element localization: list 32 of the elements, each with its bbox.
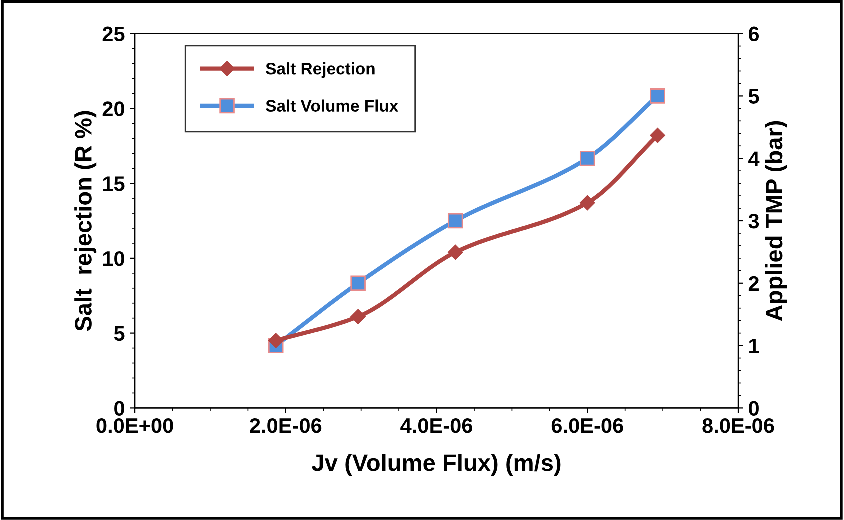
y2-tick-label: 0	[749, 401, 759, 416]
point	[580, 150, 596, 166]
y2-tick-label: 2	[748, 276, 759, 291]
y-tick-label: 15	[103, 176, 125, 192]
legend-label: Salt Rejection	[266, 62, 375, 78]
y-tick-label: 25	[102, 26, 125, 42]
point	[650, 128, 666, 144]
point	[350, 276, 366, 292]
x-tick-label: 4.0E-06	[400, 418, 473, 434]
x-tick-label: 6.0E-06	[552, 418, 624, 434]
y-tick-label: 10	[103, 251, 124, 266]
x-tick-label: 0.0E+00	[96, 418, 174, 434]
x-tick-label: 8.0E-06	[702, 418, 774, 434]
y-tick-label: 20	[102, 102, 124, 116]
point	[448, 244, 464, 260]
y2-tick-label: 5	[748, 89, 760, 104]
point	[350, 309, 366, 324]
y2-tick-label: 1	[750, 339, 760, 354]
y-axis-title: Salt rejection (R %)	[74, 111, 97, 332]
y2-tick-label: 4	[748, 152, 760, 166]
point	[268, 333, 284, 348]
y2-tick-label: 3	[748, 214, 760, 229]
point	[650, 88, 666, 104]
point	[580, 195, 596, 211]
y-tick-label: 0	[114, 401, 124, 416]
x-axis-title: Jv (Volume Flux) (m/s)	[312, 454, 561, 476]
x-tick-label: 2.0E-06	[250, 418, 322, 434]
y-tick-label: 5	[114, 326, 125, 342]
y2-axis-title: Applied TMP (bar)	[765, 121, 788, 322]
y2-tick-label: 6	[748, 26, 760, 42]
point	[448, 213, 464, 229]
legend-label: Salt Volume Flux	[266, 100, 399, 112]
